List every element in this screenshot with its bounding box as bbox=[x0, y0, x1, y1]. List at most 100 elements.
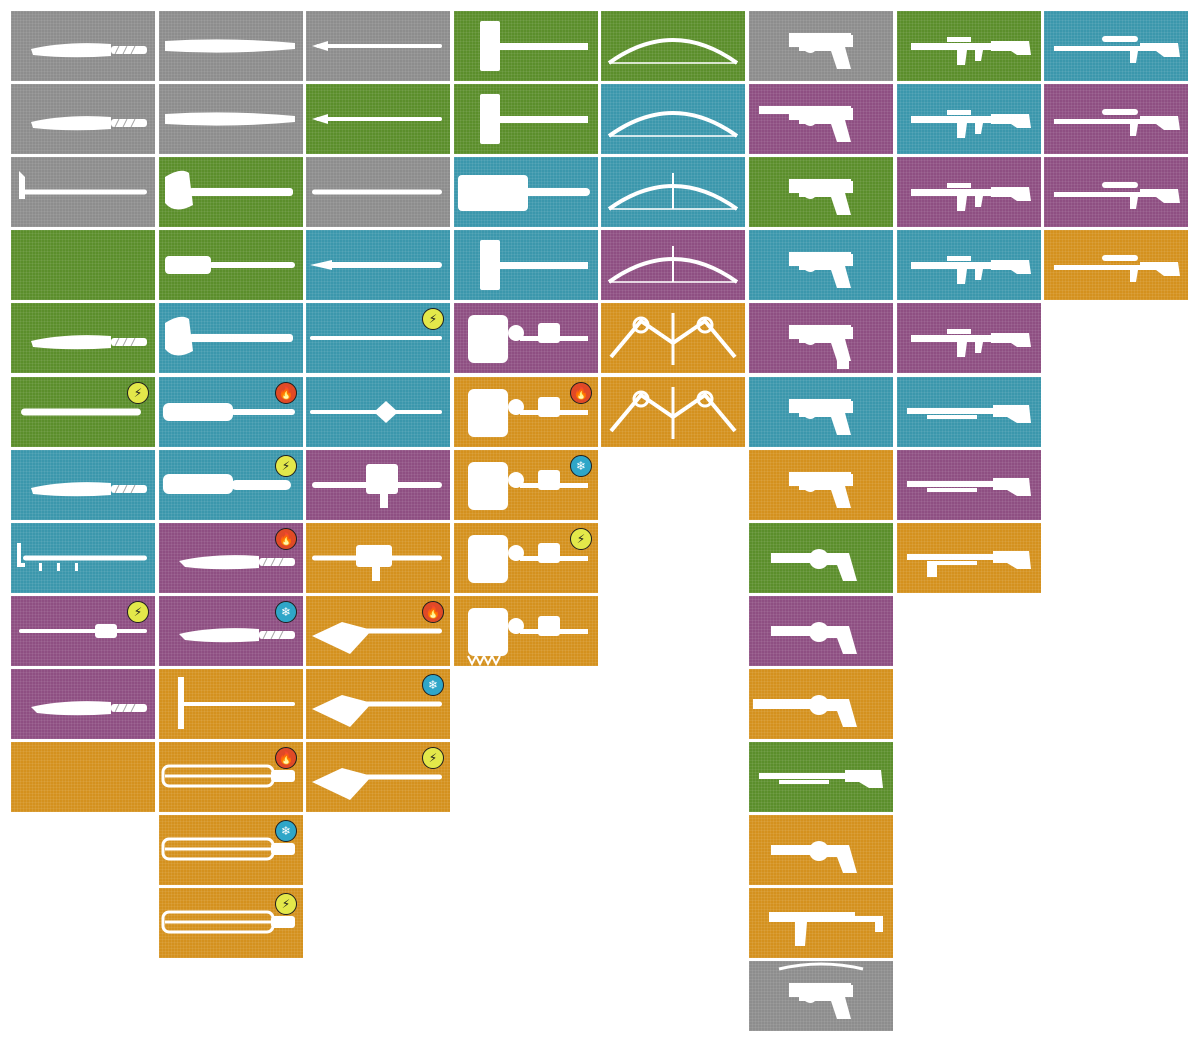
weapon-tile-heavy-melee[interactable]: 🔥 bbox=[454, 377, 598, 447]
weapon-tile-melee-blunt[interactable]: ⚡ bbox=[159, 888, 303, 958]
weapon-tile-melee-blunt[interactable] bbox=[159, 157, 303, 227]
weapon-tile-pistols[interactable] bbox=[749, 523, 893, 593]
saw-blade-icon bbox=[458, 175, 590, 211]
weapon-tile-heavy-melee[interactable]: ❄ bbox=[454, 450, 598, 520]
weapon-tile-melee-blunt[interactable] bbox=[159, 11, 303, 81]
weapon-tile-rifles[interactable] bbox=[897, 523, 1041, 593]
weapon-tile-heavy-melee[interactable] bbox=[454, 157, 598, 227]
weapon-tile-melee-blades[interactable] bbox=[11, 450, 155, 520]
weapon-tile-melee-polearms[interactable] bbox=[306, 84, 450, 154]
crowbar-icon bbox=[19, 171, 147, 199]
weapon-tile-rifles[interactable] bbox=[897, 377, 1041, 447]
hunting-rifle-icon bbox=[1054, 36, 1180, 63]
weapon-tile-melee-blades[interactable] bbox=[11, 669, 155, 739]
ice-element-badge-icon: ❄ bbox=[275, 601, 297, 623]
weapon-tile-melee-blunt[interactable] bbox=[159, 303, 303, 373]
shock-element-badge-icon: ⚡ bbox=[422, 747, 444, 769]
weapon-tile-pistols[interactable] bbox=[749, 450, 893, 520]
weapon-tile-heavy-melee[interactable]: ⚡ bbox=[454, 523, 598, 593]
weapon-tile-pistols[interactable] bbox=[749, 11, 893, 81]
weapon-tile-heavy-melee[interactable] bbox=[454, 230, 598, 300]
weapon-tile-pistols[interactable] bbox=[749, 742, 893, 812]
weapon-tile-bows[interactable] bbox=[601, 303, 745, 373]
weapon-tile-pistols[interactable] bbox=[749, 84, 893, 154]
baton-icon bbox=[21, 408, 141, 416]
weapon-tile-melee-blades[interactable] bbox=[11, 11, 155, 81]
weapon-tile-melee-blades[interactable] bbox=[11, 230, 155, 300]
weapon-tile-melee-blunt[interactable]: ⚡ bbox=[159, 450, 303, 520]
weapon-tile-heavy-melee[interactable] bbox=[454, 303, 598, 373]
weapon-tile-rifles[interactable] bbox=[897, 157, 1041, 227]
weapon-tile-pistols[interactable] bbox=[749, 961, 893, 1031]
weapon-tile-melee-blades[interactable] bbox=[11, 157, 155, 227]
weapon-tile-pistols[interactable] bbox=[749, 888, 893, 958]
weapon-tile-heavy-melee[interactable] bbox=[454, 596, 598, 666]
cleaver-icon bbox=[31, 701, 147, 716]
spear-icon bbox=[312, 114, 442, 124]
weapon-tile-bows[interactable] bbox=[601, 157, 745, 227]
weapon-tile-pistols[interactable] bbox=[749, 815, 893, 885]
weapon-tile-pistols[interactable] bbox=[749, 230, 893, 300]
weapon-tile-melee-blunt[interactable]: 🔥 bbox=[159, 742, 303, 812]
weapon-tile-pistols[interactable] bbox=[749, 596, 893, 666]
weapon-tile-bows[interactable] bbox=[601, 377, 745, 447]
weapon-tile-melee-blunt[interactable]: 🔥 bbox=[159, 377, 303, 447]
sledgehammer-icon bbox=[480, 94, 588, 144]
weapon-tile-melee-blunt[interactable] bbox=[159, 230, 303, 300]
assault-rifle-icon bbox=[911, 329, 1031, 357]
weapon-tile-bows[interactable] bbox=[601, 230, 745, 300]
weapon-tile-bows[interactable] bbox=[601, 11, 745, 81]
weapon-tile-heavy-melee[interactable] bbox=[454, 11, 598, 81]
weapon-tile-melee-blades[interactable] bbox=[11, 303, 155, 373]
sniper-rifle-icon bbox=[1054, 255, 1180, 282]
assault-rifle-icon bbox=[911, 183, 1031, 211]
weapon-tile-melee-blunt[interactable]: ❄ bbox=[159, 596, 303, 666]
weapon-tile-rifles[interactable] bbox=[897, 11, 1041, 81]
weapon-tile-pistols[interactable] bbox=[749, 669, 893, 739]
shotgun-icon bbox=[907, 405, 1031, 423]
weapon-tile-melee-polearms[interactable] bbox=[306, 11, 450, 81]
sight-bow-icon bbox=[607, 246, 739, 284]
axe-icon bbox=[165, 316, 293, 356]
weapon-tile-melee-polearms[interactable] bbox=[306, 377, 450, 447]
weapon-tile-melee-blades[interactable] bbox=[11, 742, 155, 812]
weapon-tile-bows[interactable] bbox=[601, 84, 745, 154]
weapon-tile-melee-polearms[interactable]: ❄ bbox=[306, 669, 450, 739]
weapon-tile-melee-blades[interactable]: ⚡ bbox=[11, 377, 155, 447]
weapon-tile-pistols[interactable] bbox=[749, 377, 893, 447]
fire-element-badge-icon: 🔥 bbox=[275, 747, 297, 769]
weapon-tile-rifles[interactable] bbox=[897, 84, 1041, 154]
weapon-tile-snipers[interactable] bbox=[1044, 157, 1188, 227]
weapon-tile-melee-blades[interactable] bbox=[11, 523, 155, 593]
revolver-icon bbox=[771, 622, 857, 654]
weapon-tile-rifles[interactable] bbox=[897, 230, 1041, 300]
assault-rifle-icon bbox=[911, 37, 1031, 65]
shock-mace-icon bbox=[163, 474, 291, 494]
weapon-tile-melee-polearms[interactable] bbox=[306, 523, 450, 593]
shock-element-badge-icon: ⚡ bbox=[127, 601, 149, 623]
weapon-tile-melee-polearms[interactable] bbox=[306, 450, 450, 520]
weapon-tile-pistols[interactable] bbox=[749, 303, 893, 373]
weapon-tile-snipers[interactable] bbox=[1044, 84, 1188, 154]
weapon-tile-snipers[interactable] bbox=[1044, 11, 1188, 81]
weapon-tile-melee-blades[interactable] bbox=[11, 84, 155, 154]
weapon-tile-melee-polearms[interactable]: ⚡ bbox=[306, 742, 450, 812]
chain-blade-icon bbox=[161, 910, 295, 934]
weapon-tile-melee-blunt[interactable]: ❄ bbox=[159, 815, 303, 885]
weapon-tile-melee-blunt[interactable] bbox=[159, 669, 303, 739]
weapon-tile-rifles[interactable] bbox=[897, 303, 1041, 373]
weapon-tile-melee-blunt[interactable] bbox=[159, 84, 303, 154]
weapon-tile-melee-polearms[interactable] bbox=[306, 157, 450, 227]
weapon-tile-melee-blunt[interactable]: 🔥 bbox=[159, 523, 303, 593]
fire-element-badge-icon: 🔥 bbox=[570, 382, 592, 404]
pistol-icon bbox=[789, 472, 853, 508]
weapon-tile-heavy-melee[interactable] bbox=[454, 84, 598, 154]
weapon-tile-melee-polearms[interactable] bbox=[306, 230, 450, 300]
weapon-tile-melee-polearms[interactable]: ⚡ bbox=[306, 303, 450, 373]
weapon-tile-pistols[interactable] bbox=[749, 157, 893, 227]
weapon-tile-melee-polearms[interactable]: 🔥 bbox=[306, 596, 450, 666]
weapon-tile-snipers[interactable] bbox=[1044, 230, 1188, 300]
weapon-tile-melee-blades[interactable]: ⚡ bbox=[11, 596, 155, 666]
shock-element-badge-icon: ⚡ bbox=[422, 308, 444, 330]
weapon-tile-rifles[interactable] bbox=[897, 450, 1041, 520]
